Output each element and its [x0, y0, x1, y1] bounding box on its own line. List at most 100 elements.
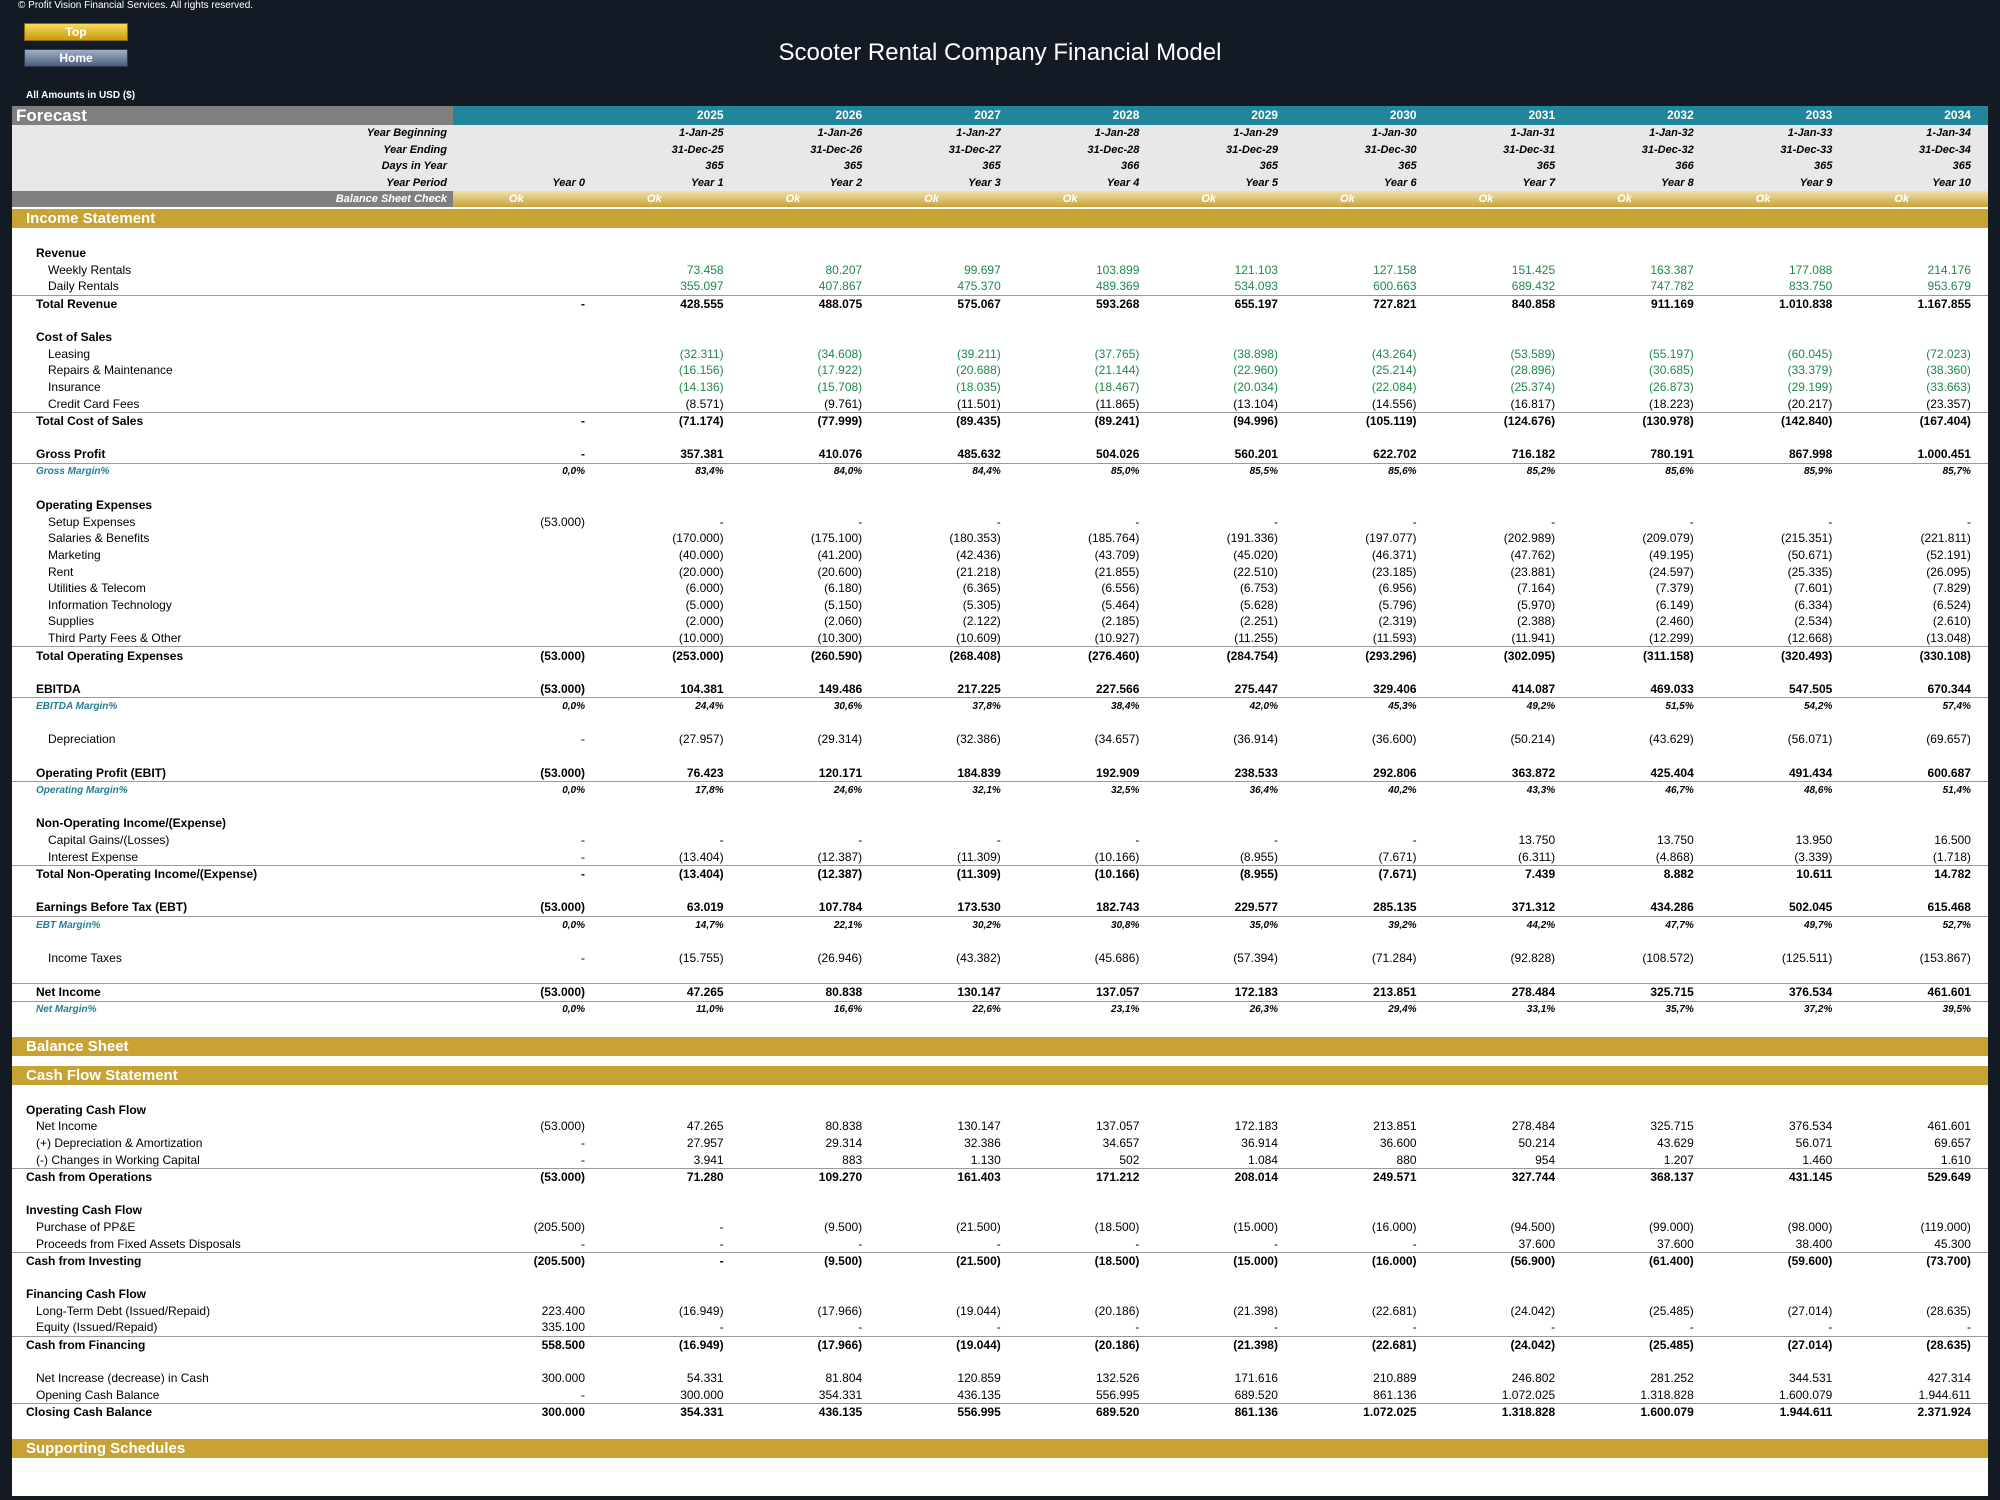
value-cell: (108.572) — [1642, 951, 1694, 966]
value-cell: - — [719, 1236, 724, 1251]
value-cell: (202.989) — [1503, 531, 1556, 546]
value-cell: (20.034) — [1233, 380, 1278, 395]
value-cell: (125.511) — [1781, 951, 1833, 966]
value-cell: 249.571 — [1373, 1170, 1417, 1185]
value-cell: 278.484 — [1511, 1119, 1556, 1134]
value-cell: 38.400 — [1795, 1236, 1833, 1251]
section-balance-sheet[interactable]: Balance Sheet — [12, 1036, 1988, 1056]
value-cell: 37,8% — [972, 700, 1001, 712]
spacer — [12, 883, 1988, 900]
value-cell: 560.201 — [1234, 447, 1278, 462]
value-cell: 35,0% — [1249, 919, 1278, 931]
row-label: Opening Cash Balance — [36, 1387, 160, 1402]
row-label: Proceeds from Fixed Assets Disposals — [36, 1236, 241, 1251]
value-cell: 861.136 — [1373, 1387, 1417, 1402]
section-cash-flow[interactable]: Cash Flow Statement — [12, 1065, 1988, 1085]
value-cell: 35,7% — [1665, 1004, 1694, 1016]
value-cell: - — [858, 833, 863, 848]
meta-cell: 1-Jan-26 — [817, 127, 863, 140]
value-cell: 130.147 — [957, 1119, 1001, 1134]
value-cell: 475.370 — [957, 279, 1001, 294]
table-row: Total Cost of Sales - (71.174) (77.999) (89.… — [12, 411, 1988, 430]
value-cell: (21.398) — [1233, 1303, 1278, 1318]
value-cell: 99.697 — [964, 262, 1001, 277]
value-cell: (15.708) — [817, 380, 863, 395]
table-row: Interest Expense - (13.404) (12.387) (11.309… — [12, 848, 1988, 865]
section-supporting-schedules[interactable]: Supporting Schedules — [12, 1439, 1988, 1459]
value-cell: 861.136 — [1234, 1405, 1278, 1420]
value-cell: (2.251) — [1239, 614, 1278, 629]
table-row: Cost of Sales — [12, 329, 1988, 346]
home-button[interactable]: Home — [24, 49, 128, 67]
cell-year0: - — [581, 1236, 585, 1251]
forecast-header: Forecast 2025 2026 2027 2028 2029 2030 2031 203… — [12, 106, 1988, 125]
value-cell: 32,1% — [972, 784, 1001, 796]
balance-check-cell: Ok — [924, 193, 939, 206]
value-cell: 24,6% — [833, 784, 863, 796]
value-cell: (41.200) — [817, 547, 863, 562]
spacer — [12, 430, 1988, 447]
value-cell: 436.135 — [818, 1405, 863, 1420]
meta-row-days-in-year: Days in Year 365 365 365 366 365 365 365 366 365 3… — [12, 158, 1988, 175]
value-cell: (26.873) — [1649, 380, 1694, 395]
value-cell: (22.510) — [1233, 564, 1278, 579]
meta-cell: 365 — [982, 160, 1001, 173]
top-button[interactable]: Top — [24, 23, 128, 41]
value-cell: 172.183 — [1234, 1119, 1278, 1134]
value-cell: (40.000) — [678, 547, 724, 562]
section-income-statement[interactable]: Income Statement — [12, 209, 1988, 229]
value-cell: 689.520 — [1234, 1387, 1278, 1402]
value-cell: 51,4% — [1942, 784, 1971, 796]
table-row: Total Non-Operating Income/(Expense) - (13… — [12, 864, 1988, 883]
row-label: Credit Card Fees — [48, 396, 140, 411]
meta-cell: 31-Dec-27 — [948, 143, 1001, 156]
spacer — [12, 799, 1988, 816]
value-cell: 73.458 — [686, 262, 724, 277]
value-cell: (61.400) — [1649, 1254, 1694, 1269]
value-cell: 238.533 — [1234, 765, 1278, 780]
value-cell: 16,6% — [833, 1004, 863, 1016]
value-cell: 1.072.025 — [1363, 1405, 1417, 1420]
spacer — [12, 967, 1988, 984]
value-cell: (16.949) — [678, 1303, 724, 1318]
value-cell: (5.628) — [1239, 597, 1278, 612]
value-cell: 29,4% — [1388, 1004, 1417, 1016]
value-cell: 48,6% — [1803, 784, 1833, 796]
value-cell: 689.432 — [1511, 279, 1556, 294]
meta-label: Days in Year — [381, 160, 447, 173]
value-cell: 182.743 — [1095, 900, 1140, 915]
value-cell: - — [996, 1236, 1001, 1251]
value-cell: (8.955) — [1239, 867, 1278, 882]
value-cell: 69.657 — [1934, 1135, 1971, 1150]
year-header-cell: 2032 — [1667, 108, 1694, 122]
cell-year0: 300.000 — [541, 1371, 585, 1386]
value-cell: (5.150) — [824, 597, 863, 612]
row-label: Total Operating Expenses — [36, 648, 184, 663]
value-cell: 47.265 — [686, 1119, 724, 1134]
value-cell: - — [1551, 1320, 1556, 1335]
value-cell: 325.715 — [1650, 985, 1694, 1000]
value-cell: (6.180) — [824, 581, 863, 596]
meta-cell: 1-Jan-29 — [1233, 127, 1278, 140]
spacer — [12, 933, 1988, 950]
row-label: Weekly Rentals — [48, 262, 132, 277]
value-cell: (28.635) — [1926, 1338, 1971, 1353]
value-cell: (20.000) — [678, 564, 724, 579]
value-cell: (46.371) — [1371, 547, 1417, 562]
value-cell: (7.379) — [1655, 581, 1694, 596]
value-cell: (276.460) — [1088, 648, 1140, 663]
value-cell: 54,2% — [1803, 700, 1833, 712]
value-cell: (20.186) — [1094, 1338, 1140, 1353]
value-cell: 85,6% — [1665, 466, 1694, 478]
spacer — [12, 312, 1988, 329]
value-cell: (221.811) — [1920, 531, 1971, 546]
balance-check-cell: Ok — [509, 193, 524, 206]
value-cell: (89.241) — [1094, 414, 1140, 429]
value-cell: (36.600) — [1371, 732, 1417, 747]
value-cell: 127.158 — [1373, 262, 1417, 277]
value-cell: 30,2% — [972, 919, 1001, 931]
value-cell: 103.899 — [1095, 262, 1140, 277]
value-cell: 43,3% — [1526, 784, 1556, 796]
value-cell: 14.782 — [1934, 867, 1971, 882]
value-cell: (57.394) — [1233, 951, 1278, 966]
